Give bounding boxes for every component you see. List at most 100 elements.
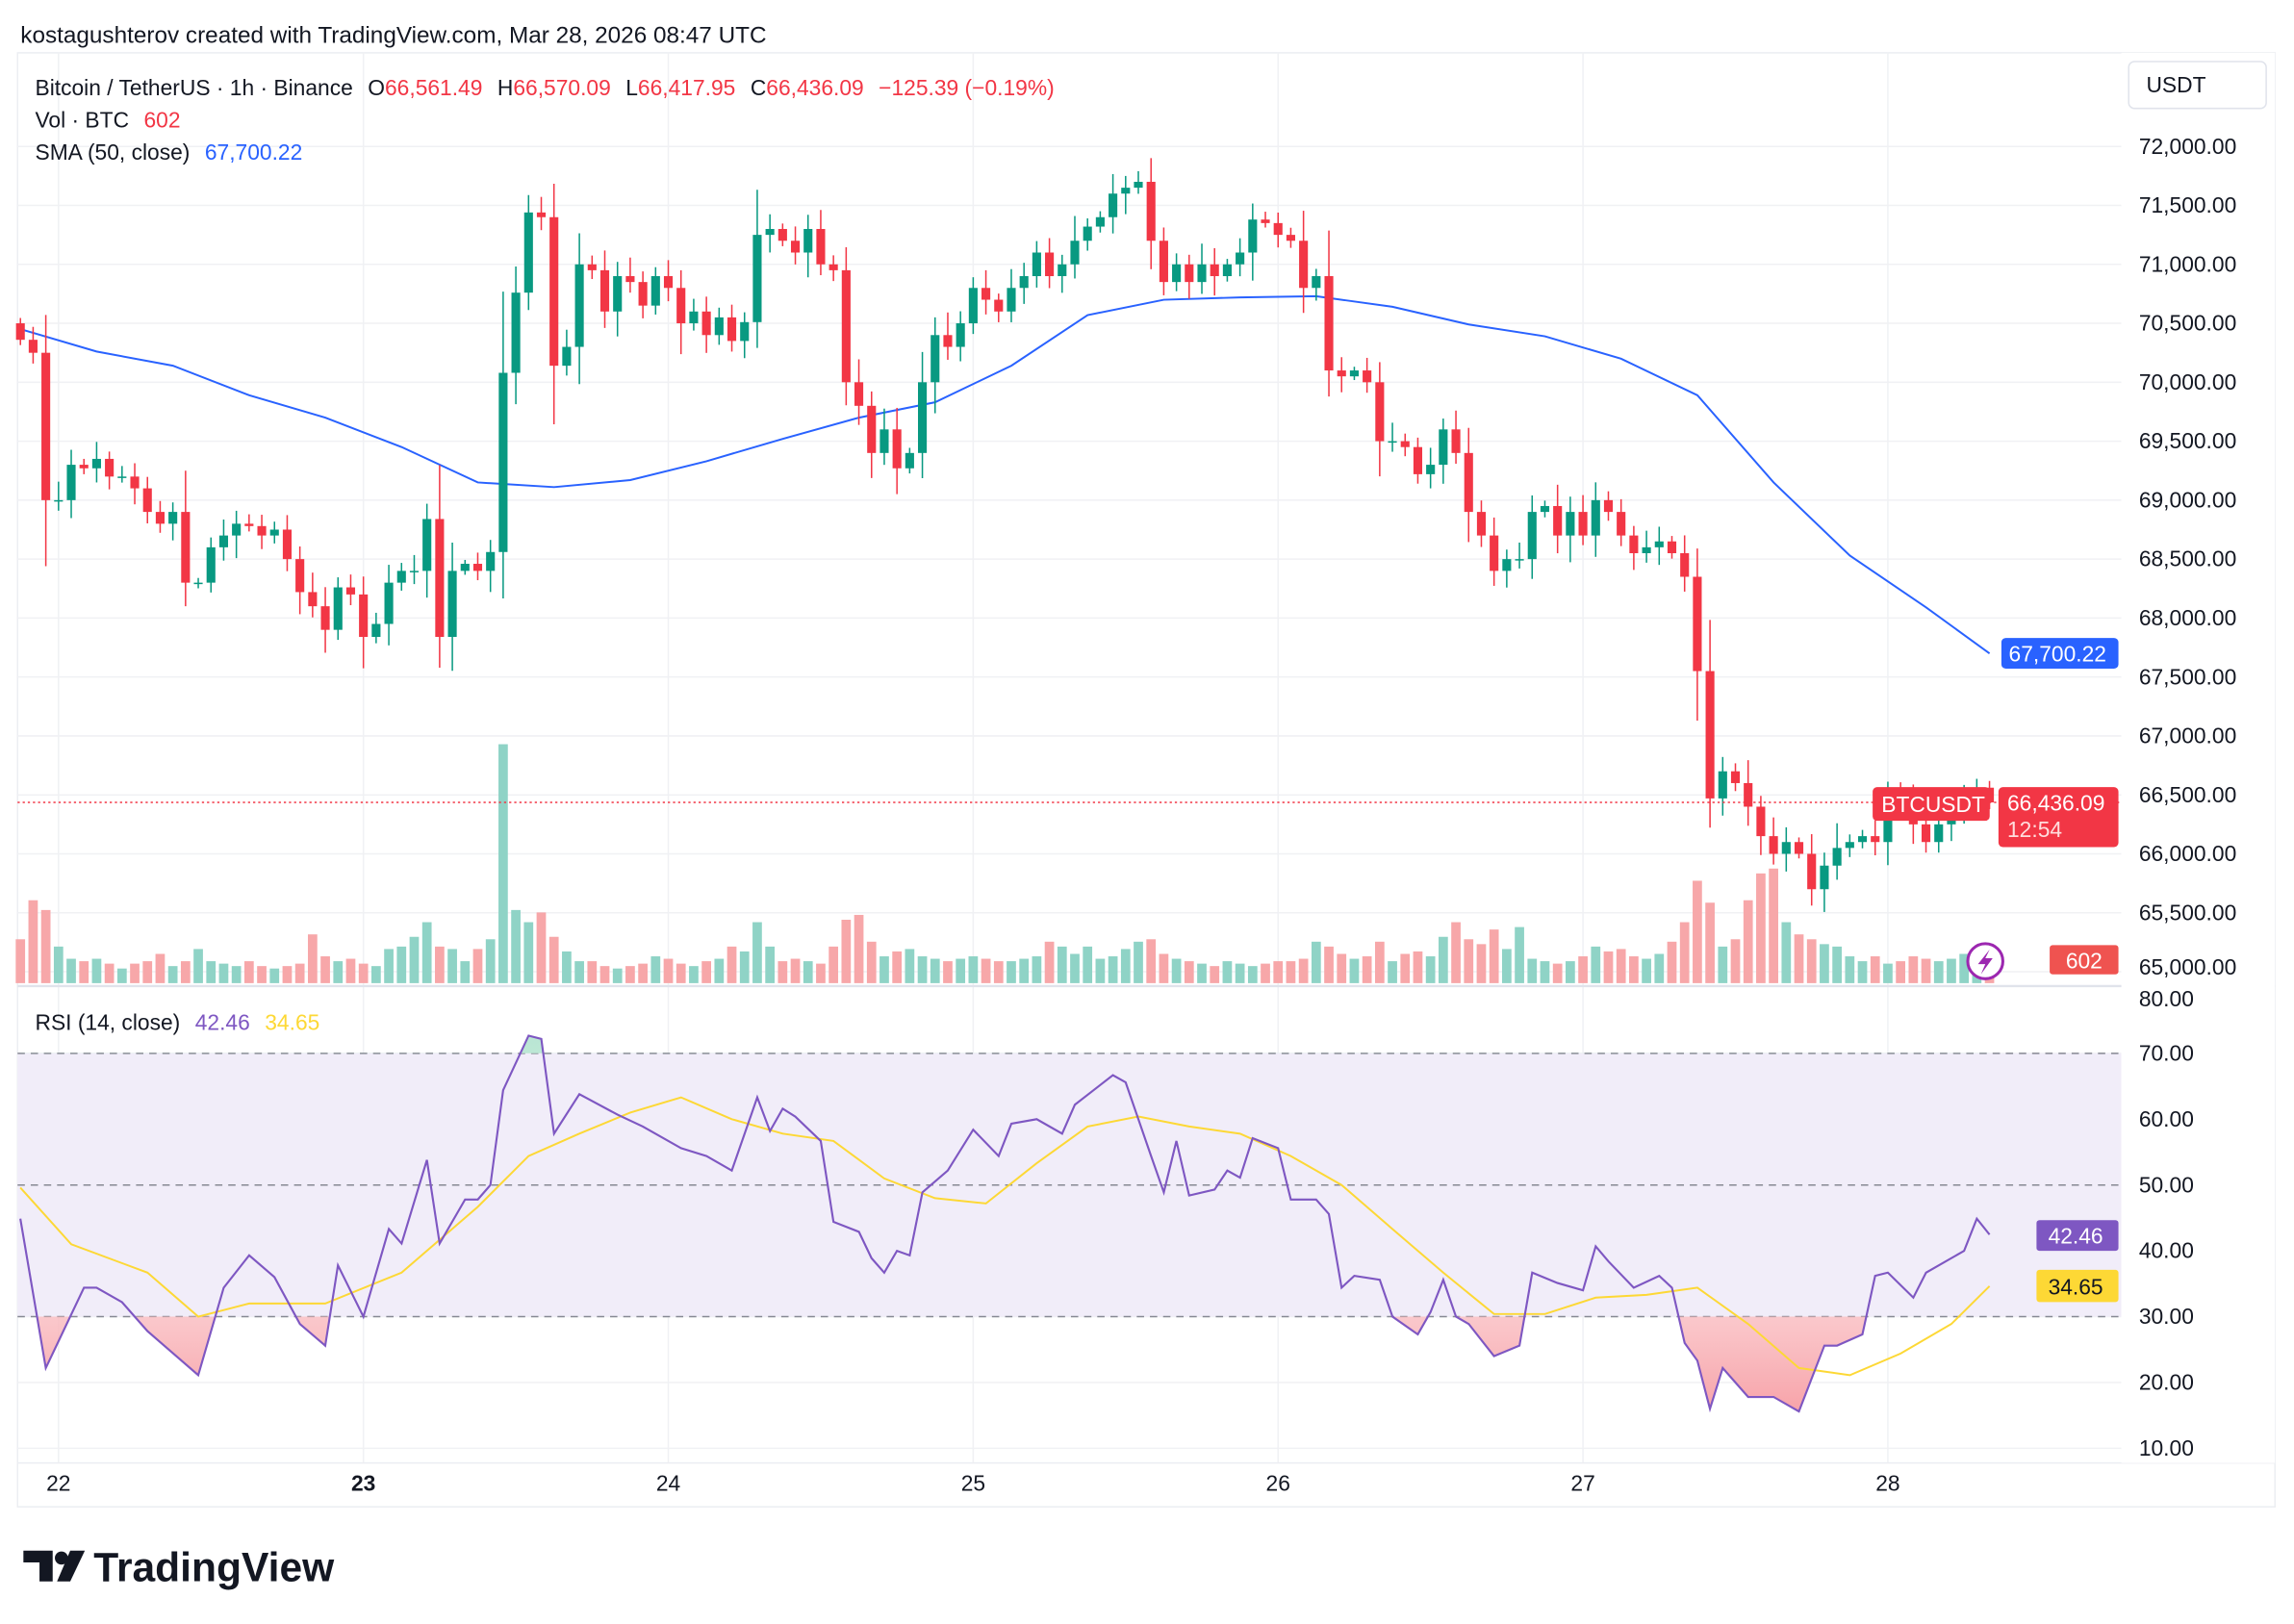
volume-bar <box>1629 956 1639 983</box>
sma-line[interactable] <box>19 294 1991 654</box>
volume-bar <box>447 949 457 983</box>
candle-body <box>1070 241 1080 265</box>
sma-legend[interactable]: SMA (50, close) 67,700.22 <box>35 140 302 165</box>
volume-bar <box>1794 934 1804 983</box>
volume-bar <box>1324 946 1334 983</box>
volume-bar <box>1705 902 1715 983</box>
open-label: O <box>368 75 385 100</box>
price-tick-label: 65,000.00 <box>2139 954 2236 979</box>
price-tick-label: 66,000.00 <box>2139 841 2236 866</box>
candle-body <box>765 228 775 236</box>
volume-bar <box>765 946 776 983</box>
candle-body <box>1045 252 1055 277</box>
volume-bar <box>1261 963 1270 983</box>
sma-label: SMA (50, close) <box>35 140 190 165</box>
volume-bar <box>1515 926 1524 983</box>
volume-bar <box>1057 946 1067 983</box>
candle-body <box>1375 382 1385 442</box>
volume-bar <box>1476 944 1487 983</box>
volume-bar <box>1857 961 1868 983</box>
volume-bar <box>1667 941 1677 983</box>
candle-body <box>1261 219 1270 223</box>
candle-body <box>206 546 216 583</box>
rsi-oversold-fill <box>20 1316 1990 1412</box>
candle-body <box>472 564 483 571</box>
candle-body <box>460 564 470 571</box>
candle-body <box>1197 264 1207 283</box>
candle-body <box>1413 446 1423 474</box>
candle-body <box>1693 576 1702 672</box>
volume-bar <box>66 958 76 983</box>
volume-bar <box>1349 958 1360 983</box>
candle-body <box>384 582 394 624</box>
candle-body <box>1756 806 1766 837</box>
volume-bar <box>1222 961 1233 983</box>
candle-body <box>587 264 597 270</box>
volume-bar <box>981 958 991 983</box>
candle-body <box>1095 216 1105 227</box>
volume-bar <box>612 968 623 983</box>
volume-bar <box>917 956 928 983</box>
candle-body <box>663 276 674 289</box>
time-tick-label: 26 <box>1266 1470 1290 1495</box>
volume-bars <box>15 744 1995 983</box>
candle-body <box>54 499 64 502</box>
rsi-tick-label: 80.00 <box>2139 986 2194 1011</box>
rsi-band <box>17 1053 2122 1317</box>
lightning-icon[interactable] <box>1966 942 2004 980</box>
candle-body <box>345 587 356 595</box>
time-axis[interactable]: 22 23 24 25 26 27 28 <box>46 1470 1899 1495</box>
rsi-legend[interactable]: RSI (14, close) 42.46 34.65 <box>35 1010 319 1035</box>
volume-bar <box>1908 956 1919 983</box>
candle-body <box>79 465 89 469</box>
time-tick-label: 22 <box>46 1470 70 1495</box>
volume-bar <box>726 946 737 983</box>
rsi-ma-line[interactable] <box>19 1096 1991 1377</box>
candle-body <box>1439 429 1448 466</box>
volume-bar <box>1120 949 1131 983</box>
open-value: 66,561.49 <box>385 75 482 100</box>
candle-body <box>371 623 381 638</box>
currency-button[interactable] <box>2128 61 2267 110</box>
candle-body <box>1629 535 1639 553</box>
rsi-line[interactable] <box>19 1034 1991 1413</box>
price-axis[interactable] <box>2121 52 2276 1463</box>
candle-body <box>244 523 254 526</box>
volume-bar <box>1210 966 1220 983</box>
volume-bar <box>1566 961 1575 983</box>
candle-body <box>1680 552 1690 577</box>
volume-bar <box>206 961 217 983</box>
candle-body <box>1134 181 1143 189</box>
candle-body <box>1363 370 1372 383</box>
volume-bar <box>1883 963 1893 983</box>
candle-body <box>1540 505 1550 513</box>
candle-body <box>828 264 838 270</box>
volume-bar <box>625 966 635 983</box>
volume-bar <box>1718 946 1728 983</box>
volume-bar <box>53 946 64 983</box>
volume-bar <box>1146 939 1157 983</box>
rsi-tag-text: 42.46 <box>2049 1224 2103 1249</box>
volume-bar <box>523 922 534 983</box>
volume-bar <box>180 961 191 983</box>
volume-bar <box>1286 961 1296 983</box>
volume-bar <box>91 958 102 983</box>
candle-body <box>1185 264 1194 283</box>
volume-bar <box>167 966 178 983</box>
candle-body <box>1515 559 1524 561</box>
price-tick-label: 69,000.00 <box>2139 487 2236 512</box>
volume-bar <box>752 922 762 983</box>
candle-body <box>549 216 559 367</box>
volume-bar <box>1959 953 1970 983</box>
price-tick-label: 68,500.00 <box>2139 546 2236 571</box>
symbol-title[interactable]: Bitcoin / TetherUS · 1h · Binance <box>35 75 352 100</box>
candle-body <box>854 382 864 406</box>
candles <box>15 158 1995 912</box>
volume-bar <box>472 949 483 983</box>
volume-bar <box>714 958 725 983</box>
candle-body <box>1222 264 1232 277</box>
candle-body <box>1121 188 1131 194</box>
volume-bar <box>1743 900 1753 983</box>
volume-legend[interactable]: Vol · BTC 602 <box>35 107 180 132</box>
